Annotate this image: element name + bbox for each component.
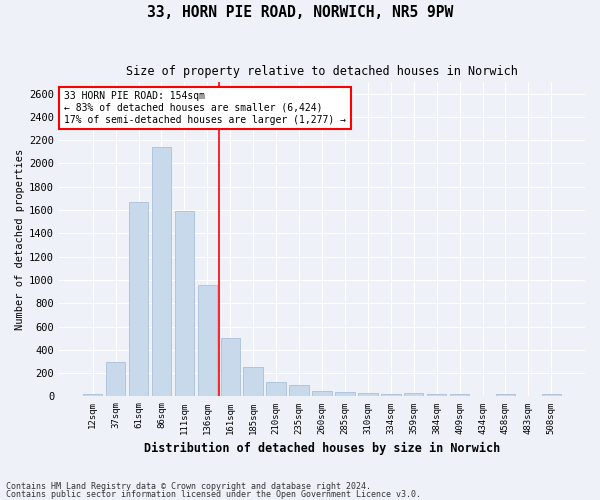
Text: Contains HM Land Registry data © Crown copyright and database right 2024.: Contains HM Land Registry data © Crown c… (6, 482, 371, 491)
Bar (175, 211, 194, 396)
Bar (83, 394, 103, 396)
Bar (152, 147, 171, 396)
Bar (496, 394, 515, 396)
Bar (266, 382, 286, 396)
Bar (221, 338, 240, 396)
Text: Contains public sector information licensed under the Open Government Licence v3: Contains public sector information licen… (6, 490, 421, 499)
Text: 33 HORN PIE ROAD: 154sqm
← 83% of detached houses are smaller (6,424)
17% of sem: 33 HORN PIE ROAD: 154sqm ← 83% of detach… (64, 92, 346, 124)
Bar (312, 390, 332, 396)
Title: Size of property relative to detached houses in Norwich: Size of property relative to detached ho… (126, 65, 518, 78)
Text: 33, HORN PIE ROAD, NORWICH, NR5 9PW: 33, HORN PIE ROAD, NORWICH, NR5 9PW (147, 5, 453, 20)
Bar (335, 392, 355, 396)
Bar (106, 362, 125, 396)
Y-axis label: Number of detached properties: Number of detached properties (15, 148, 25, 330)
Bar (404, 393, 424, 396)
Bar (381, 394, 401, 396)
Bar (450, 394, 469, 396)
Bar (197, 284, 217, 397)
Bar (427, 394, 446, 396)
Bar (244, 368, 263, 396)
Bar (542, 394, 561, 396)
Bar (129, 202, 148, 396)
Bar (358, 393, 377, 396)
X-axis label: Distribution of detached houses by size in Norwich: Distribution of detached houses by size … (144, 442, 500, 455)
Bar (289, 385, 309, 396)
